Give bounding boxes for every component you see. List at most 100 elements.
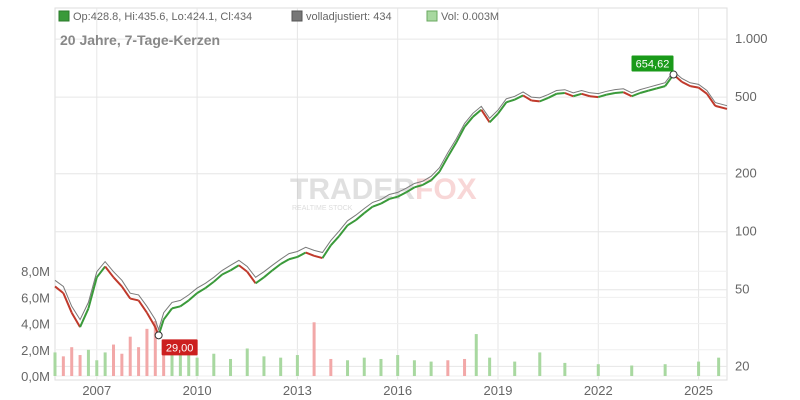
volume-bars [53, 320, 721, 376]
y-tick-label: 50 [735, 282, 749, 297]
price-segment [263, 269, 273, 279]
volume-bar [630, 365, 634, 376]
legend-swatch-adjusted [291, 10, 303, 22]
legend-ohlc: Op:428.8, Hi:435.6, Lo:424.1, Cl:434 [73, 11, 252, 23]
price-segment [380, 198, 390, 205]
price-segment [137, 299, 148, 314]
legend-volume: Vol: 0.003M [441, 11, 499, 23]
price-segment [622, 91, 633, 98]
price-segment [614, 91, 624, 94]
axes: 2007 2010 2013 2016 2019 2022 2025 1.000 500 200 1… [21, 31, 767, 398]
price-segment [62, 292, 73, 314]
watermark-brand-a: TRADER [290, 173, 415, 206]
legend-adjusted: volladjustiert: 434 [306, 11, 392, 23]
price-segment [104, 265, 115, 278]
price-segment [589, 95, 599, 99]
price-segment [522, 94, 532, 102]
volume-tick-label: 0,0M [21, 369, 50, 384]
volume-bar [128, 336, 132, 376]
y-tick-label: 1.000 [735, 31, 768, 46]
price-segment [547, 92, 557, 99]
legend-swatch-ohlc [58, 10, 70, 22]
volume-bar [538, 352, 542, 376]
price-segment [121, 285, 132, 300]
volume-bar [488, 357, 492, 376]
price-segment [271, 263, 282, 272]
price-segment [305, 251, 315, 257]
volume-bar [95, 360, 99, 376]
volume-bar [187, 355, 191, 376]
volume-bar [212, 353, 216, 376]
price-segment [246, 271, 257, 284]
volume-bar [112, 344, 116, 376]
price-segment [363, 205, 374, 214]
price-segment [397, 191, 407, 198]
y-tick-label: 100 [735, 224, 757, 239]
price-segment [480, 109, 491, 123]
volume-bar [412, 360, 416, 376]
price-segment [690, 85, 699, 89]
x-tick-label: 2010 [183, 383, 212, 398]
price-segment [213, 273, 223, 283]
price-segment [87, 277, 98, 309]
max-marker-dot [669, 70, 678, 79]
volume-bar [663, 364, 667, 376]
price-segment [338, 224, 349, 237]
price-segment [656, 85, 666, 90]
volume-bar [362, 357, 366, 376]
volume-bar [596, 364, 600, 376]
max-marker-flag [631, 55, 674, 72]
price-segment [430, 170, 441, 181]
volume-bar [153, 320, 157, 376]
price-segment [463, 116, 474, 128]
price-segment [572, 92, 582, 98]
volume-bar [396, 355, 400, 376]
price-segment [255, 276, 265, 285]
y-tick-label: 20 [735, 358, 749, 373]
volume-bar [295, 355, 299, 376]
price-segment [581, 92, 591, 98]
price-segment [146, 312, 157, 328]
price-segment [531, 99, 540, 103]
volume-bar [245, 348, 249, 376]
price-segment [414, 183, 424, 189]
price-segment [162, 307, 173, 321]
volume-bar [103, 352, 107, 376]
price-series [54, 73, 728, 336]
volume-bar [329, 358, 333, 376]
price-segment [79, 307, 90, 328]
price-segment [506, 98, 516, 104]
price-segment [597, 93, 607, 99]
volume-tick-label: 4,0M [21, 317, 50, 332]
volume-bar [463, 358, 467, 376]
max-marker-label: 654,62 [636, 59, 670, 71]
extreme-markers: 654,62 29,00 [154, 55, 678, 356]
price-segment [697, 86, 708, 95]
volume-bar [563, 362, 567, 376]
volume-bar [120, 353, 124, 376]
min-marker-label: 29,00 [166, 342, 194, 354]
min-marker-dot [154, 331, 163, 340]
volume-bar [697, 361, 701, 376]
price-segment [229, 264, 240, 272]
volume-bar [86, 349, 90, 376]
watermark-brand-b: FOX [415, 173, 477, 206]
y-tick-label: 500 [735, 89, 757, 104]
price-segment [321, 244, 332, 259]
price-segment [405, 186, 415, 194]
x-tick-label: 2016 [383, 383, 412, 398]
volume-bar [229, 358, 233, 376]
price-segment [706, 93, 717, 107]
volume-bar [145, 328, 149, 376]
price-segment [389, 195, 398, 200]
watermark: TRADER FOX REALTIME STOCK [290, 173, 477, 212]
x-tick-label: 2007 [82, 383, 111, 398]
x-tick-label: 2013 [283, 383, 312, 398]
price-segment [639, 89, 649, 94]
volume-bar [474, 334, 478, 376]
price-segment [514, 94, 524, 101]
volume-bar [379, 358, 383, 376]
price-segment [539, 96, 549, 103]
price-segment [715, 104, 728, 110]
